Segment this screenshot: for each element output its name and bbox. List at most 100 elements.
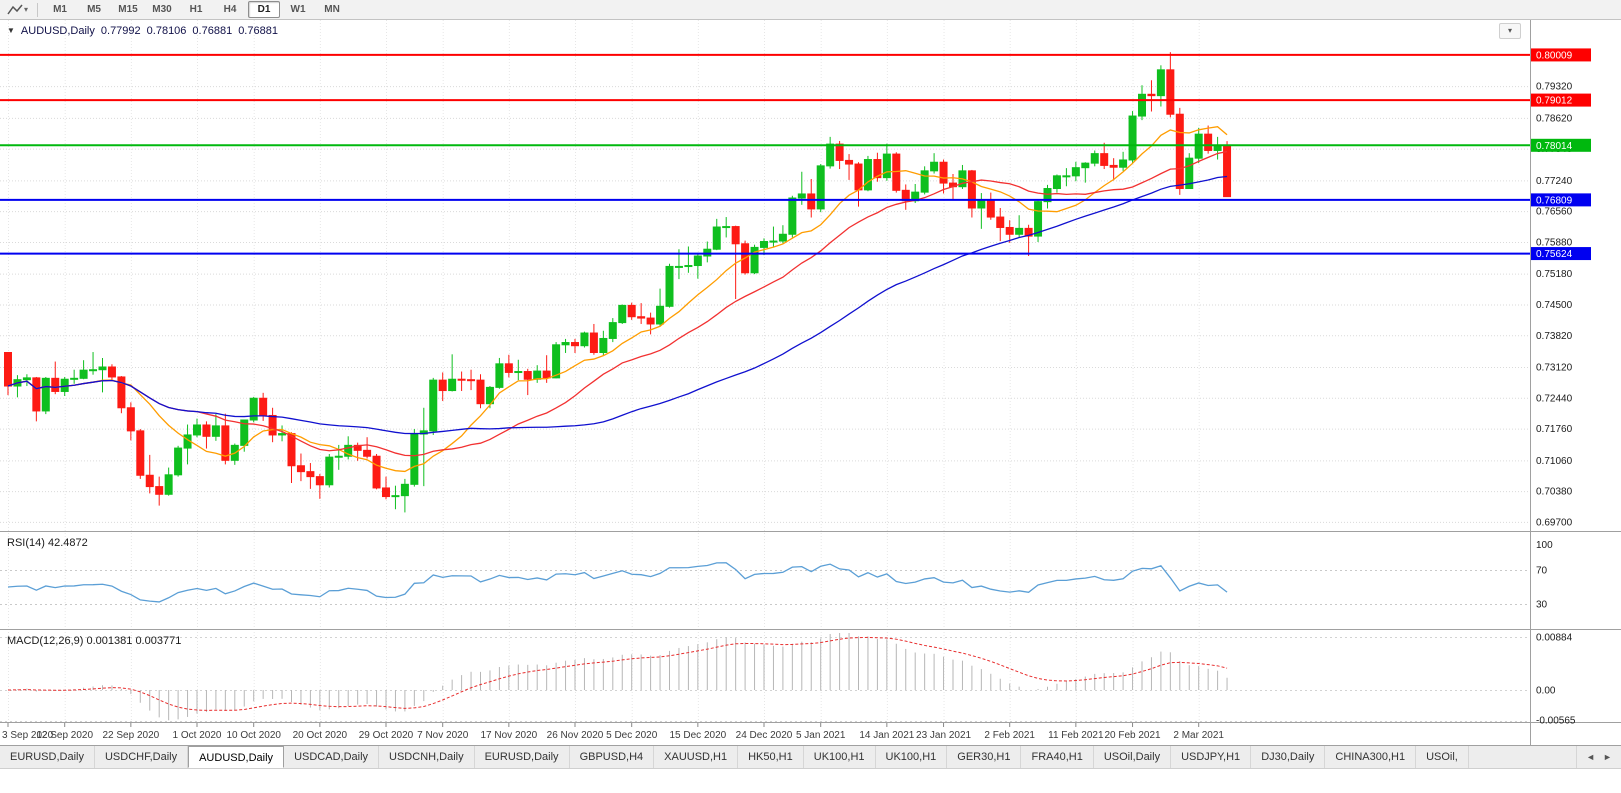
chart-tab-usdcnh-daily-4[interactable]: USDCNH,Daily [379, 746, 475, 768]
svg-text:0.00884: 0.00884 [1536, 632, 1573, 643]
svg-text:23 Jan 2021: 23 Jan 2021 [916, 730, 971, 741]
timeframe-button-m5[interactable]: M5 [87, 4, 101, 15]
ma-fast-line [7, 126, 1228, 473]
chart-tab-usdchf-daily-1[interactable]: USDCHF,Daily [94, 746, 189, 768]
chart-tab-usdjpy-h1-14[interactable]: USDJPY,H1 [1171, 746, 1252, 768]
ma-mid-line [7, 150, 1228, 457]
macd-indicator-label: MACD(12,26,9) 0.001381 0.003771 [7, 635, 181, 647]
high-value: 0.78106 [146, 25, 187, 37]
svg-text:0.71060: 0.71060 [1536, 456, 1573, 467]
timeframe-button-m15[interactable]: M15 [118, 4, 138, 15]
chart-tab-uk100-h1-9[interactable]: UK100,H1 [803, 746, 876, 768]
timeframe-button-mn[interactable]: MN [324, 4, 340, 15]
svg-text:30: 30 [1536, 600, 1548, 611]
macd-histogram [16, 633, 1228, 721]
svg-text:0.70380: 0.70380 [1536, 487, 1573, 498]
svg-text:0.00: 0.00 [1536, 686, 1556, 697]
svg-text:3 Sep 2020: 3 Sep 2020 [2, 730, 54, 741]
collapse-icon[interactable]: ▼ [7, 26, 15, 35]
svg-text:11 Feb 2021: 11 Feb 2021 [1048, 730, 1104, 741]
chart-tab-dj30-daily-15[interactable]: DJ30,Daily [1251, 746, 1326, 768]
ma-slow-line [7, 175, 1228, 435]
chart-tab-eurusd-daily-5[interactable]: EURUSD,Daily [474, 746, 570, 768]
svg-text:12 Sep 2020: 12 Sep 2020 [36, 730, 93, 741]
chart-tab-bar: EURUSD,Daily USDCHF,Daily AUDUSD,Daily USDC… [0, 746, 1621, 769]
timeframe-button-h1[interactable]: H1 [189, 4, 203, 15]
chart-tab-eurusd-daily-0[interactable]: EURUSD,Daily [0, 746, 95, 768]
svg-text:20 Oct 2020: 20 Oct 2020 [293, 730, 348, 741]
timeframe-button-h4[interactable]: H4 [223, 4, 237, 15]
svg-text:0.78014: 0.78014 [1536, 141, 1573, 152]
chart-tab-usoil-daily-13[interactable]: USOil,Daily [1093, 746, 1172, 768]
chart-tab-gbpusd-h4-6[interactable]: GBPUSD,H4 [569, 746, 655, 768]
svg-text:0.69700: 0.69700 [1536, 517, 1573, 528]
svg-text:0.75624: 0.75624 [1536, 249, 1573, 260]
rsi-value: 42.4872 [47, 537, 88, 549]
svg-text:5 Dec 2020: 5 Dec 2020 [606, 730, 658, 741]
panel-separators [0, 20, 1621, 746]
timeframe-button-w1[interactable]: W1 [290, 4, 306, 15]
svg-text:0.75180: 0.75180 [1536, 269, 1573, 280]
tab-scroll-arrows: ◄ ► [1576, 746, 1621, 768]
chart-canvas[interactable]: 0.800200.793200.786200.779400.772400.765… [0, 0, 1621, 746]
svg-text:26 Nov 2020: 26 Nov 2020 [547, 730, 604, 741]
horizontal-levels [0, 53, 1530, 255]
chart-title: ▼ AUDUSD,Daily 0.77992 0.78106 0.76881 0… [7, 25, 278, 37]
dropdown-caret-icon: ▾ [24, 4, 29, 14]
svg-text:0.79012: 0.79012 [1536, 96, 1573, 107]
low-value: 0.76881 [192, 25, 233, 37]
svg-text:0.76560: 0.76560 [1536, 207, 1573, 218]
macd-main-value: 0.001381 [86, 635, 133, 647]
svg-text:1 Oct 2020: 1 Oct 2020 [173, 730, 222, 741]
svg-text:0.75880: 0.75880 [1536, 237, 1573, 248]
chart-dropdown-button[interactable]: ▾ [1499, 23, 1521, 39]
chart-tab-xauusd-h1-7[interactable]: XAUUSD,H1 [654, 746, 739, 768]
toolbar: ▾ M1 M5 M15 M30 H1 H4 D1 W1 MN [0, 0, 1621, 20]
chart-tab-usoil--17[interactable]: USOil, [1416, 746, 1469, 768]
svg-text:0.80009: 0.80009 [1536, 50, 1573, 61]
macd-signal-value: 0.003771 [135, 635, 182, 647]
chart-tab-usdcad-daily-3[interactable]: USDCAD,Daily [284, 746, 380, 768]
rsi-line [7, 562, 1228, 603]
svg-text:5 Jan 2021: 5 Jan 2021 [796, 730, 846, 741]
svg-text:7 Nov 2020: 7 Nov 2020 [417, 730, 469, 741]
tab-scroll-right-icon[interactable]: ► [1603, 752, 1612, 762]
svg-text:-0.00565: -0.00565 [1536, 716, 1576, 727]
svg-text:100: 100 [1536, 540, 1553, 551]
timeframe-button-m1[interactable]: M1 [53, 4, 67, 15]
svg-text:0.78620: 0.78620 [1536, 113, 1573, 124]
chart-tab-fra40-h1-12[interactable]: FRA40,H1 [1021, 746, 1094, 768]
symbol-label: AUDUSD,Daily [20, 25, 95, 37]
svg-text:0.71760: 0.71760 [1536, 424, 1573, 435]
svg-text:20 Feb 2021: 20 Feb 2021 [1104, 730, 1161, 741]
chart-tools-button[interactable]: ▾ [4, 2, 31, 18]
chart-tab-ger30-h1-11[interactable]: GER30,H1 [947, 746, 1022, 768]
grid-lines [0, 20, 1530, 722]
svg-text:17 Nov 2020: 17 Nov 2020 [480, 730, 537, 741]
tab-scroll-left-icon[interactable]: ◄ [1586, 752, 1595, 762]
svg-text:0.73120: 0.73120 [1536, 362, 1573, 373]
chart-tab-hk50-h1-8[interactable]: HK50,H1 [738, 746, 804, 768]
rsi-indicator-label: RSI(14) 42.4872 [7, 537, 88, 549]
svg-text:15 Dec 2020: 15 Dec 2020 [669, 730, 726, 741]
candles [4, 52, 1232, 513]
timeframe-button-d1[interactable]: D1 [248, 1, 281, 18]
svg-text:10 Oct 2020: 10 Oct 2020 [226, 730, 281, 741]
timeframe-button-m30[interactable]: M30 [152, 4, 172, 15]
svg-text:0.76809: 0.76809 [1536, 195, 1573, 206]
open-value: 0.77992 [100, 25, 141, 37]
price-badges: 0.80009 0.79012 0.78014 0.76809 0.75624 [1531, 48, 1591, 261]
svg-text:0.79320: 0.79320 [1536, 82, 1573, 93]
chart-tab-uk100-h1-10[interactable]: UK100,H1 [875, 746, 948, 768]
toolbar-separator [37, 2, 39, 17]
svg-text:24 Dec 2020: 24 Dec 2020 [736, 730, 793, 741]
chart-tab-audusd-daily-2[interactable]: AUDUSD,Daily [188, 746, 285, 768]
close-value: 0.76881 [238, 25, 278, 37]
chart-tab-china300-h1-16[interactable]: CHINA300,H1 [1325, 746, 1417, 768]
macd-signal-line [7, 636, 1228, 711]
svg-text:0.72440: 0.72440 [1536, 393, 1573, 404]
chart-line-icon [7, 4, 23, 14]
timeframe-buttons: M1 M5 M15 M30 H1 H4 D1 W1 MN [44, 1, 348, 18]
